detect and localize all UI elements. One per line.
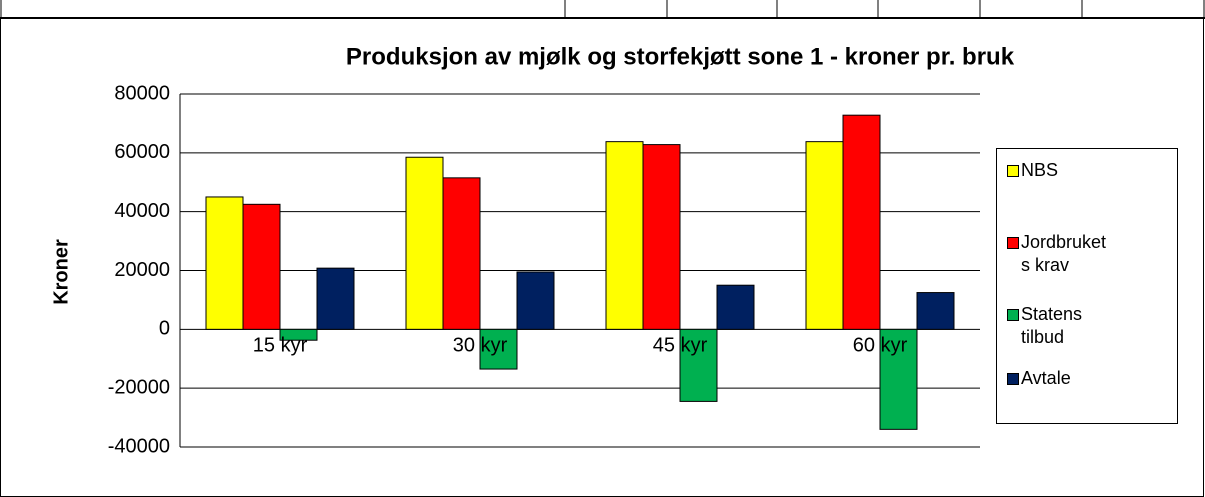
y-tick-label: 80000 <box>114 82 170 104</box>
y-tick-label: -20000 <box>108 376 170 398</box>
bar <box>405 156 444 330</box>
legend: NBS Jordbrukets krav Statens tilbud Avtale <box>996 148 1178 424</box>
x-tick-label: 30 kyr <box>453 335 508 357</box>
bar <box>805 141 844 330</box>
y-tick-label: -40000 <box>108 435 170 457</box>
bar <box>242 203 281 330</box>
legend-swatch <box>1007 373 1019 385</box>
x-tick-label: 45 kyr <box>653 335 708 357</box>
bar <box>679 328 718 402</box>
legend-label: Jordbrukets krav <box>1021 232 1107 275</box>
bar <box>279 328 318 341</box>
legend-label: Avtale <box>1021 368 1071 388</box>
y-tick-label: 40000 <box>114 200 170 222</box>
legend-label: Statens tilbud <box>1021 304 1083 347</box>
x-tick-label: 60 kyr <box>853 335 908 357</box>
y-tick-label: 20000 <box>114 259 170 281</box>
bar <box>716 284 755 330</box>
bar <box>916 292 955 330</box>
bar <box>205 196 244 330</box>
legend-item: Statens tilbud <box>1007 303 1109 349</box>
legend-swatch <box>1007 309 1019 321</box>
bar <box>642 144 681 330</box>
legend-item: NBS <box>1007 159 1109 182</box>
bar <box>516 271 555 330</box>
chart-title: Produksjon av mjølk og storfekjøtt sone … <box>346 43 1015 70</box>
y-axis-label: Kroner <box>50 239 72 305</box>
bar <box>479 328 518 370</box>
legend-item: Jordbrukets krav <box>1007 231 1109 277</box>
bar <box>842 114 881 330</box>
bar <box>879 328 918 430</box>
x-tick-label: 15 kyr <box>253 335 308 357</box>
bar <box>605 141 644 330</box>
bar <box>442 177 481 330</box>
legend-item: Avtale <box>1007 367 1109 390</box>
legend-swatch <box>1007 237 1019 249</box>
legend-label: NBS <box>1021 160 1059 180</box>
legend-swatch <box>1007 165 1019 177</box>
bar <box>316 267 355 330</box>
y-tick-label: 60000 <box>114 141 170 163</box>
y-tick-label: 0 <box>159 318 170 340</box>
